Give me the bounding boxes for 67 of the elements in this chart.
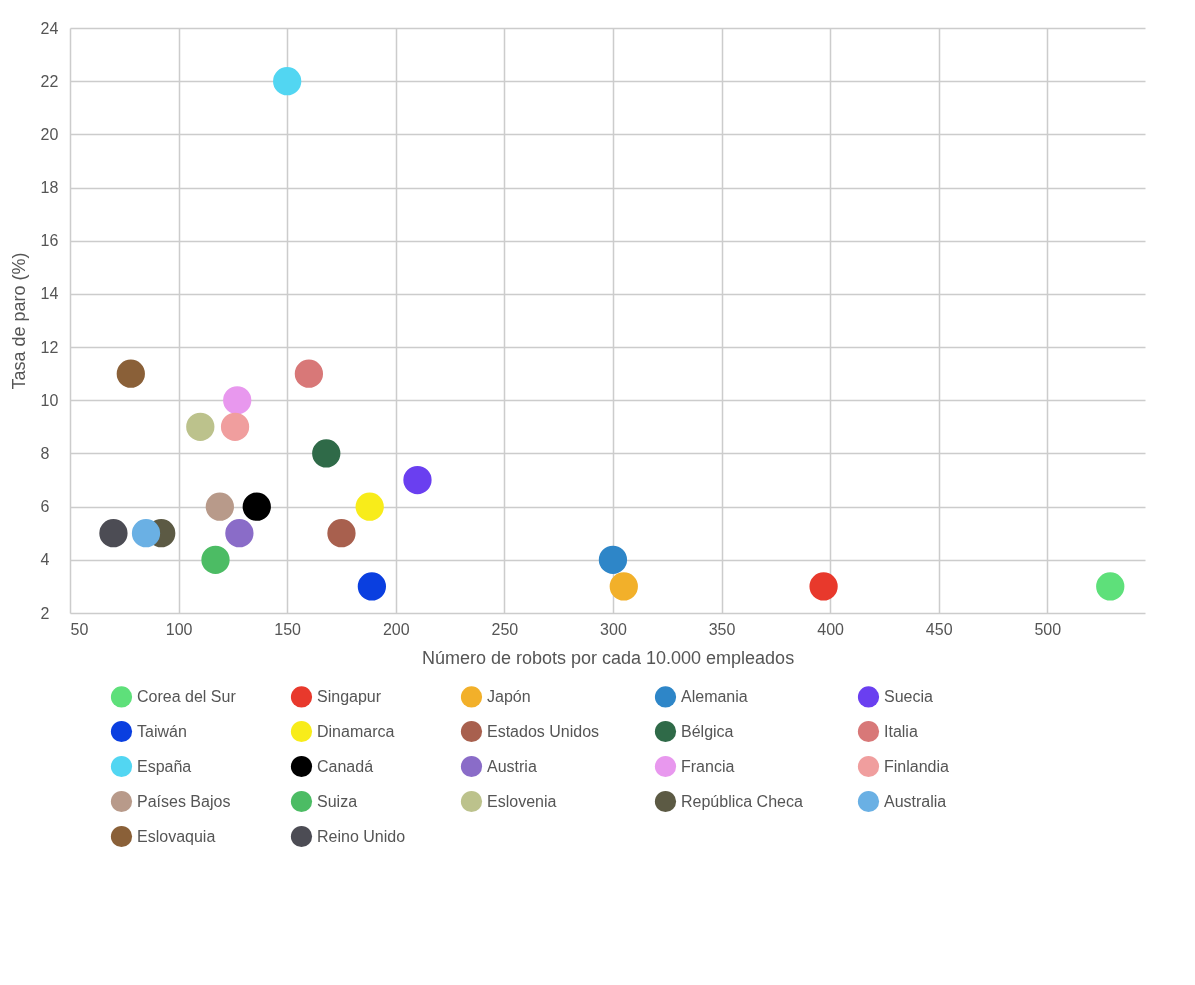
x-tick-label: 100 — [165, 620, 193, 638]
legend-label: Finlandia — [884, 757, 950, 775]
point — [205, 492, 234, 521]
legend-label: Suiza — [317, 792, 358, 810]
point — [186, 412, 215, 441]
y-tick-label: 16 — [40, 232, 59, 250]
point — [403, 465, 432, 495]
y-axis-title: Tasa de paro (%) — [8, 252, 29, 390]
point — [99, 519, 128, 548]
legend-label: Japón — [487, 687, 531, 705]
legend-label: Países Bajos — [137, 792, 231, 810]
x-tick-label: 150 — [274, 620, 302, 638]
point — [312, 439, 341, 468]
point — [273, 67, 302, 96]
y-tick-label: 4 — [40, 551, 50, 569]
legend-label: República Checa — [681, 792, 803, 810]
x-tick-label: 450 — [925, 620, 953, 638]
point — [294, 359, 324, 388]
point — [225, 519, 254, 548]
legend-label: España — [137, 757, 192, 775]
legend-label: Austria — [487, 757, 537, 775]
x-axis-title: Número de robots por cada 10.000 empleados — [421, 647, 795, 668]
legend-label: Eslovenia — [487, 792, 557, 810]
y-tick-label: 22 — [40, 72, 59, 90]
x-tick-label: 200 — [382, 620, 410, 638]
legend-label: Estados Unidos — [487, 722, 600, 740]
point — [220, 412, 250, 441]
point — [1096, 572, 1125, 601]
legend-label: Suecia — [884, 687, 934, 705]
y-tick-label: 8 — [40, 444, 50, 462]
legend-label: Dinamarca — [317, 722, 395, 740]
legend-label: Singapur — [317, 687, 382, 705]
point — [609, 572, 638, 601]
legend-label: Corea del Sur — [137, 687, 237, 705]
legend-label: Alemania — [681, 687, 748, 705]
point — [131, 519, 161, 548]
y-tick-label: 10 — [40, 391, 59, 409]
y-tick-label: 6 — [40, 498, 50, 516]
point — [809, 572, 838, 601]
point — [357, 572, 387, 601]
legend-label: Canadá — [317, 757, 374, 775]
legend-label: Eslovaquia — [137, 827, 216, 845]
y-tick-label: 24 — [40, 19, 59, 37]
x-tick-label: 300 — [600, 620, 627, 638]
y-tick-label: 14 — [40, 285, 59, 303]
point — [355, 492, 384, 521]
legend-label: Taiwán — [137, 722, 187, 740]
x-tick-label: 250 — [491, 620, 519, 638]
x-tick-label: 350 — [708, 620, 736, 638]
y-tick-label: 20 — [40, 125, 59, 143]
point — [116, 359, 145, 388]
point — [223, 386, 252, 415]
legend-label: Francia — [681, 757, 735, 775]
point — [242, 492, 271, 521]
y-tick-label: 12 — [40, 338, 59, 356]
legend-label: Australia — [884, 792, 947, 810]
legend-label: Bélgica — [681, 722, 734, 740]
y-tick-label: 18 — [40, 179, 59, 197]
x-tick-label: 500 — [1034, 620, 1062, 638]
legend-label: Reino Unido — [317, 827, 406, 845]
x-tick-label: 50 — [70, 620, 89, 638]
point — [201, 545, 230, 574]
legend-label: Italia — [884, 722, 918, 740]
x-tick-label: 400 — [817, 620, 845, 638]
y-tick-label: 2 — [40, 604, 50, 622]
point — [327, 519, 356, 548]
point — [598, 545, 628, 574]
